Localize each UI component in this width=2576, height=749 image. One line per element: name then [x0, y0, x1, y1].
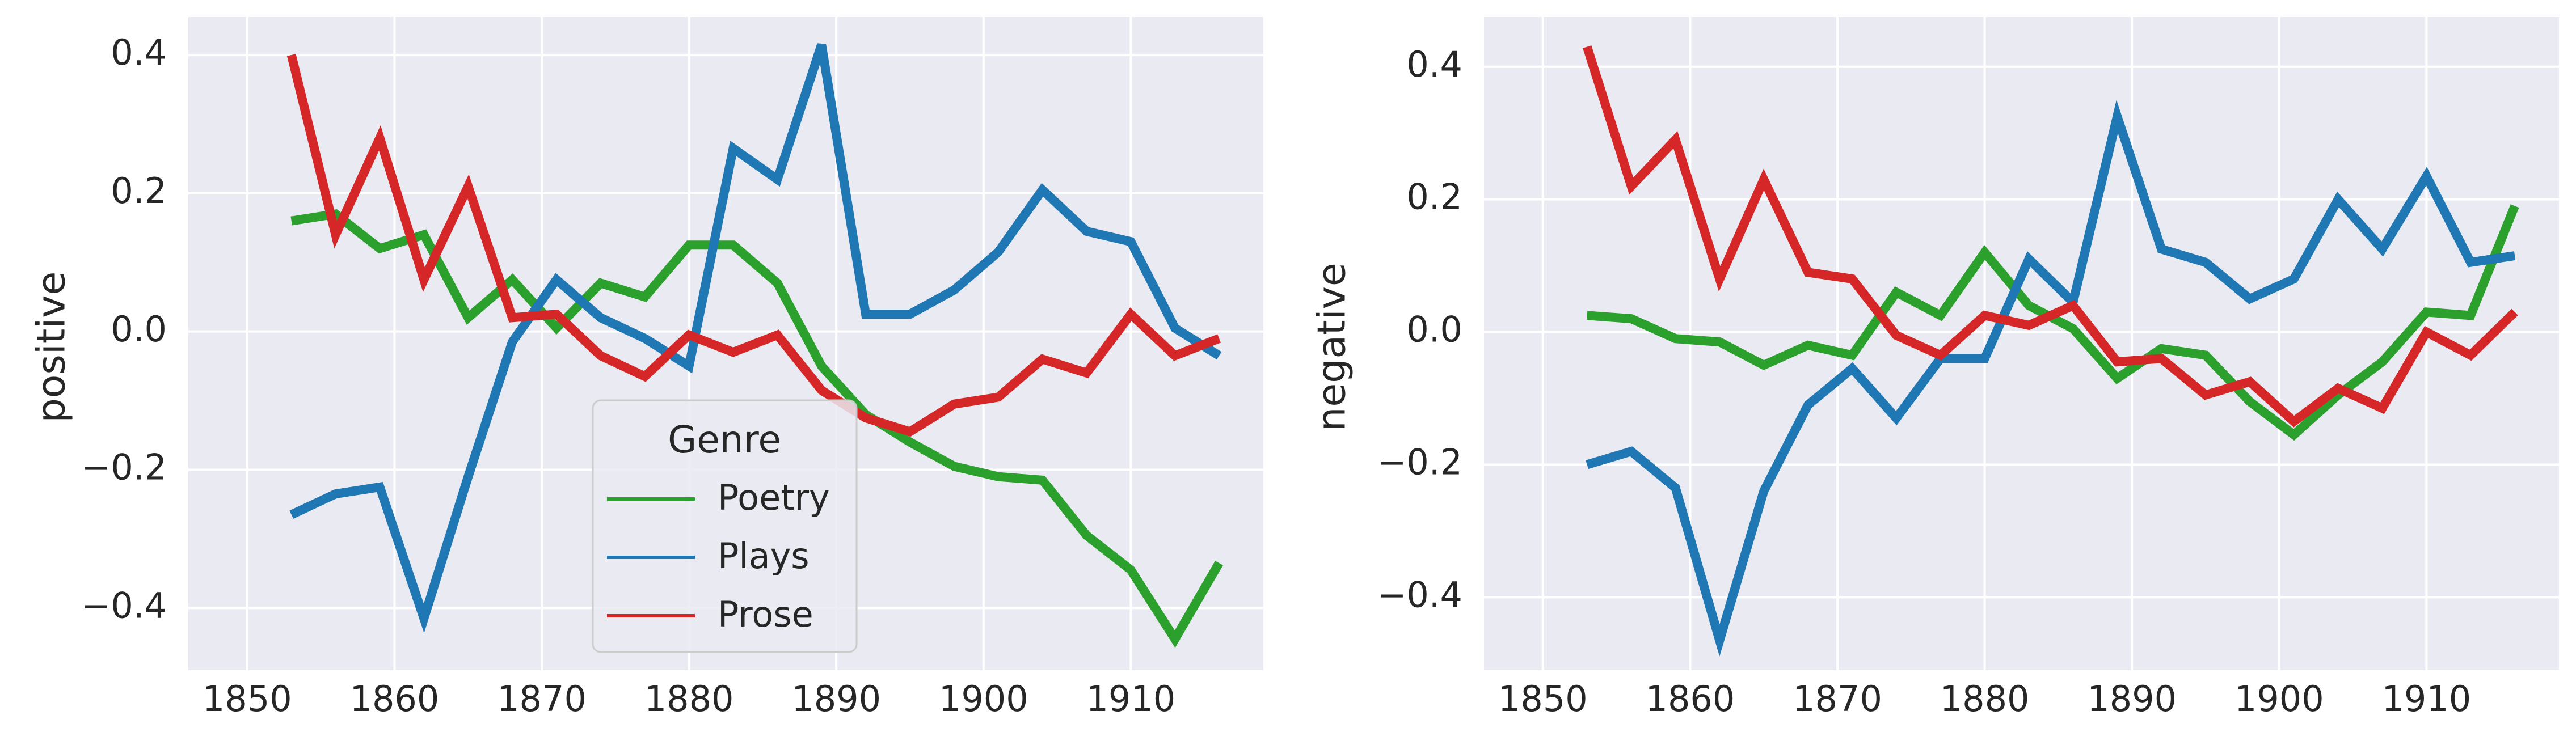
legend-title: Genre — [668, 418, 781, 462]
right-series-line-prose — [1583, 45, 2518, 428]
left-series-lines — [286, 43, 1224, 648]
left-series-line-prose — [286, 54, 1221, 437]
right-y-tick-label: −0.2 — [1377, 442, 1462, 483]
left-x-tick-labels: 1850 1860 1870 1880 1890 1900 1910 — [203, 678, 1175, 720]
left-legend: Genre Poetry Plays Prose — [592, 399, 858, 653]
left-x-tick-label: 1870 — [497, 678, 587, 720]
left-y-tick-label: 0.0 — [111, 308, 167, 350]
left-x-tick-label: 1910 — [1086, 678, 1175, 720]
right-plot-area — [1484, 17, 2559, 670]
left-y-axis-label: positive — [29, 272, 74, 423]
right-y-tick-labels: −0.4 −0.2 0.0 0.2 0.4 — [1377, 44, 1462, 616]
right-x-tick-label: 1890 — [2087, 678, 2177, 720]
left-y-tick-label: −0.4 — [81, 585, 167, 626]
left-y-tick-labels: −0.4 −0.2 0.0 0.2 0.4 — [81, 32, 167, 626]
left-series-line-poetry — [290, 209, 1224, 648]
left-x-tick-label: 1890 — [791, 678, 881, 720]
left-x-tick-label: 1900 — [939, 678, 1028, 720]
legend-label-plays: Plays — [718, 535, 810, 577]
right-x-tick-labels: 1850 1860 1870 1880 1890 1900 1910 — [1498, 678, 2471, 720]
left-series-line-plays — [289, 43, 1222, 633]
right-gridlines — [1484, 17, 2559, 670]
left-x-tick-label: 1850 — [203, 678, 292, 720]
right-y-tick-label: −0.4 — [1377, 574, 1462, 615]
right-y-tick-label: 0.0 — [1406, 309, 1462, 350]
left-x-tick-label: 1880 — [644, 678, 734, 720]
right-x-tick-label: 1910 — [2381, 678, 2471, 720]
right-series-lines — [1583, 45, 2519, 657]
right-x-tick-label: 1880 — [1940, 678, 2030, 720]
right-x-tick-label: 1870 — [1793, 678, 1882, 720]
right-y-tick-label: 0.2 — [1406, 176, 1462, 218]
legend-label-prose: Prose — [718, 594, 813, 635]
right-y-tick-label: 0.4 — [1406, 44, 1462, 85]
left-y-tick-label: 0.4 — [111, 32, 167, 73]
right-x-tick-label: 1900 — [2234, 678, 2324, 720]
left-y-tick-label: −0.2 — [81, 447, 167, 488]
legend-frame — [592, 399, 858, 653]
right-y-axis-label: negative — [1310, 263, 1355, 431]
left-x-tick-label: 1860 — [350, 678, 440, 720]
left-y-tick-label: 0.2 — [111, 170, 167, 211]
left-chart-panel: 1850 1860 1870 1880 1890 1900 1910 −0.4 −0.2 0.0… — [29, 17, 1263, 720]
right-chart-panel: 1850 1860 1870 1880 1890 1900 1910 −0.4 −0.2 0.0… — [1310, 17, 2559, 720]
right-x-tick-label: 1860 — [1646, 678, 1735, 720]
legend-label-poetry: Poetry — [718, 477, 830, 518]
right-series-line-plays — [1586, 100, 2516, 657]
right-x-tick-label: 1850 — [1498, 678, 1588, 720]
